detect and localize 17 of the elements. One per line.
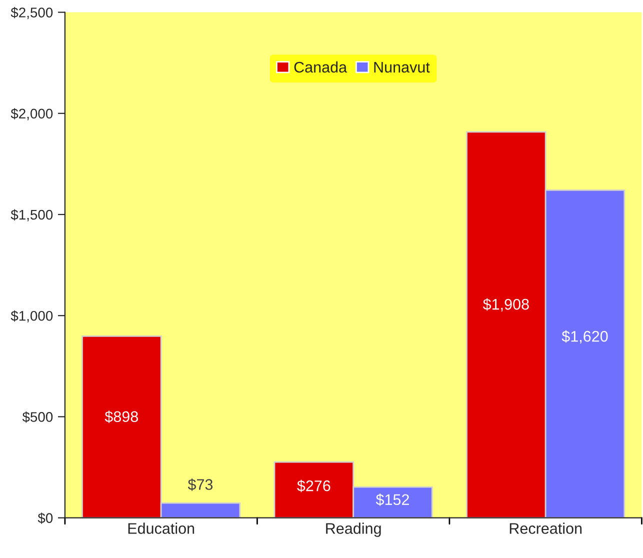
data-label: $1,620: [562, 330, 608, 344]
legend-label: Canada: [294, 61, 348, 73]
x-tick-label: Education: [128, 522, 194, 534]
y-tick-label: $500: [22, 411, 53, 423]
x-tick-label: Recreation: [510, 522, 582, 534]
y-tick-label: $2,000: [10, 108, 53, 120]
y-tick-label: $1,500: [10, 209, 53, 222]
data-label: $276: [297, 480, 330, 492]
x-tick-label: Reading: [326, 522, 381, 537]
y-tick-label: $2,500: [10, 7, 53, 20]
data-label: $898: [104, 410, 138, 423]
legend-label: Nunavut: [374, 62, 430, 73]
y-tick-label: $0: [38, 512, 53, 524]
y-tick-label: $1,000: [10, 310, 53, 322]
data-label: $152: [376, 494, 409, 506]
data-label: $73: [188, 478, 213, 491]
data-label: $1,908: [482, 298, 529, 312]
